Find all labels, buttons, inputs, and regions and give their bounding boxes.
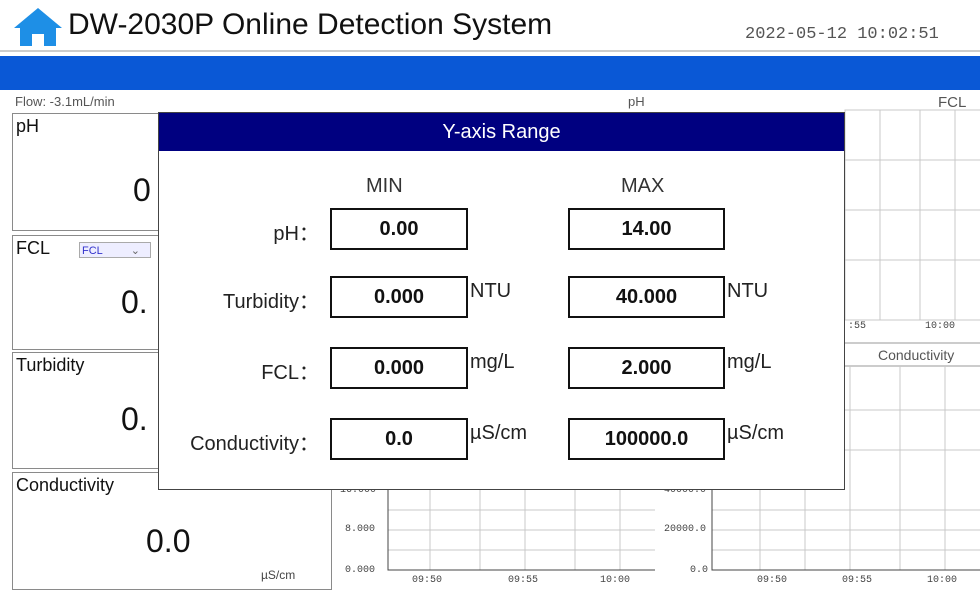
row-label: Conductivity： (190, 433, 319, 455)
unit-label: µS/cm (470, 422, 528, 444)
x-tick-label: 10:00 (927, 575, 958, 586)
max-input[interactable]: 2.000 (568, 347, 725, 389)
turbidity-axis (387, 490, 655, 571)
panel-value: 0.0 (146, 523, 191, 559)
fcl-selector[interactable]: FCL ⌄ (79, 242, 151, 258)
x-tick-label: 09:55 (842, 575, 873, 586)
x-tick-label: 09:50 (757, 575, 788, 586)
app-title: DW-2030P Online Detection System (68, 8, 553, 41)
y-tick-label: 0.000 (345, 565, 376, 576)
max-input[interactable]: 100000.0 (568, 418, 725, 460)
x-tick-label: 10:00 (600, 575, 631, 586)
unit-label: µS/cm (727, 422, 785, 444)
x-tick-label: 10:00 (925, 321, 956, 332)
turbidity-chart-grid (388, 490, 655, 570)
max-input[interactable]: 14.00 (568, 208, 725, 250)
fcl-chart-grid (844, 109, 980, 321)
min-input[interactable]: 0.00 (330, 208, 468, 250)
row-label: pH： (273, 223, 319, 245)
panel-label: Turbidity (16, 355, 85, 375)
y-tick-label: 16.000 (340, 485, 377, 496)
blue-bar (0, 56, 980, 90)
dialog-title: Y-axis Range (159, 113, 844, 151)
y-tick-label: 40000.0 (664, 485, 707, 496)
unit-label: NTU (470, 280, 512, 302)
chart-label: FCL (938, 94, 967, 111)
x-tick-label: 09:50 (412, 575, 443, 586)
min-input[interactable]: 0.000 (330, 347, 468, 389)
unit-label: mg/L (727, 351, 772, 373)
x-tick-label: 09:55 (508, 575, 539, 586)
y-tick-label: 0.0 (690, 565, 709, 576)
panel-value: 0. (121, 401, 148, 437)
y-tick-label: 8.000 (345, 524, 376, 535)
max-input[interactable]: 40.000 (568, 276, 725, 318)
panel-label: FCL (16, 238, 51, 258)
chart-label: pH (628, 94, 645, 109)
panel-label: Conductivity (16, 475, 115, 495)
min-input[interactable]: 0.000 (330, 276, 468, 318)
row-label: Turbidity： (223, 291, 319, 313)
panel-label: pH (16, 116, 40, 136)
y-tick-label: 20000.0 (664, 524, 707, 535)
unit-label: mg/L (470, 351, 515, 373)
unit-label: µS/cm (261, 568, 296, 582)
panel-value: 0. (121, 284, 148, 320)
y-axis-range-dialog: Y-axis Range MIN MAX pH： 0.00 14.00 Turbidi… (158, 112, 845, 490)
panel-value: 0 (133, 172, 151, 208)
unit-label: NTU (727, 280, 769, 302)
row-label: FCL： (261, 362, 319, 384)
home-icon (14, 8, 62, 46)
column-header: MAX (621, 175, 665, 197)
min-input[interactable]: 0.0 (330, 418, 468, 460)
chart-label: Conductivity (878, 347, 955, 363)
x-tick-label: :55 (848, 321, 867, 332)
flow-rate: Flow: -3.1mL/min (15, 94, 115, 109)
datetime: 2022-05-12 10:02:51 (745, 25, 939, 44)
conductivity-panel: Conductivity 0.0 µS/cm (12, 472, 332, 590)
column-header: MIN (366, 175, 403, 197)
selector-text: FCL (82, 245, 103, 257)
